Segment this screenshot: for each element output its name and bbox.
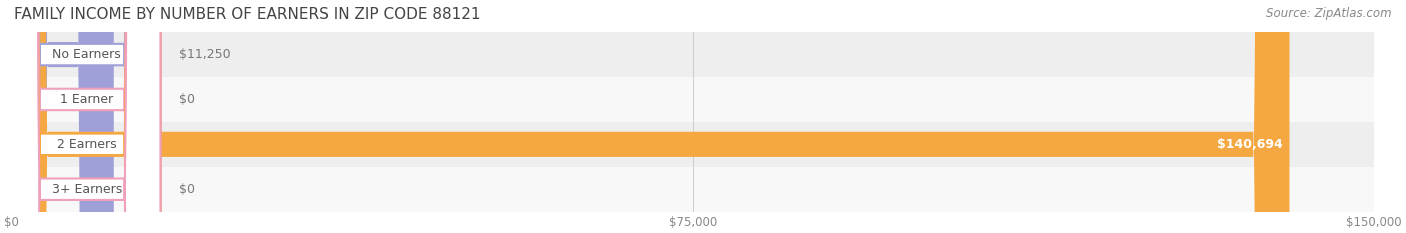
- Bar: [11, 122, 1374, 167]
- FancyBboxPatch shape: [4, 0, 160, 233]
- Bar: [11, 167, 1374, 212]
- Text: $140,694: $140,694: [1218, 138, 1282, 151]
- FancyBboxPatch shape: [4, 0, 160, 233]
- Text: 3+ Earners: 3+ Earners: [52, 183, 122, 196]
- Text: 1 Earner: 1 Earner: [60, 93, 114, 106]
- Text: FAMILY INCOME BY NUMBER OF EARNERS IN ZIP CODE 88121: FAMILY INCOME BY NUMBER OF EARNERS IN ZI…: [14, 7, 481, 22]
- FancyBboxPatch shape: [4, 0, 160, 233]
- Bar: [11, 32, 1374, 77]
- Text: Source: ZipAtlas.com: Source: ZipAtlas.com: [1267, 7, 1392, 20]
- FancyBboxPatch shape: [11, 0, 114, 233]
- Text: $0: $0: [179, 183, 195, 196]
- Bar: [11, 77, 1374, 122]
- Text: $11,250: $11,250: [179, 48, 231, 61]
- FancyBboxPatch shape: [4, 0, 160, 233]
- Text: $0: $0: [179, 93, 195, 106]
- Text: 2 Earners: 2 Earners: [58, 138, 117, 151]
- Text: No Earners: No Earners: [52, 48, 121, 61]
- FancyBboxPatch shape: [11, 0, 1289, 233]
